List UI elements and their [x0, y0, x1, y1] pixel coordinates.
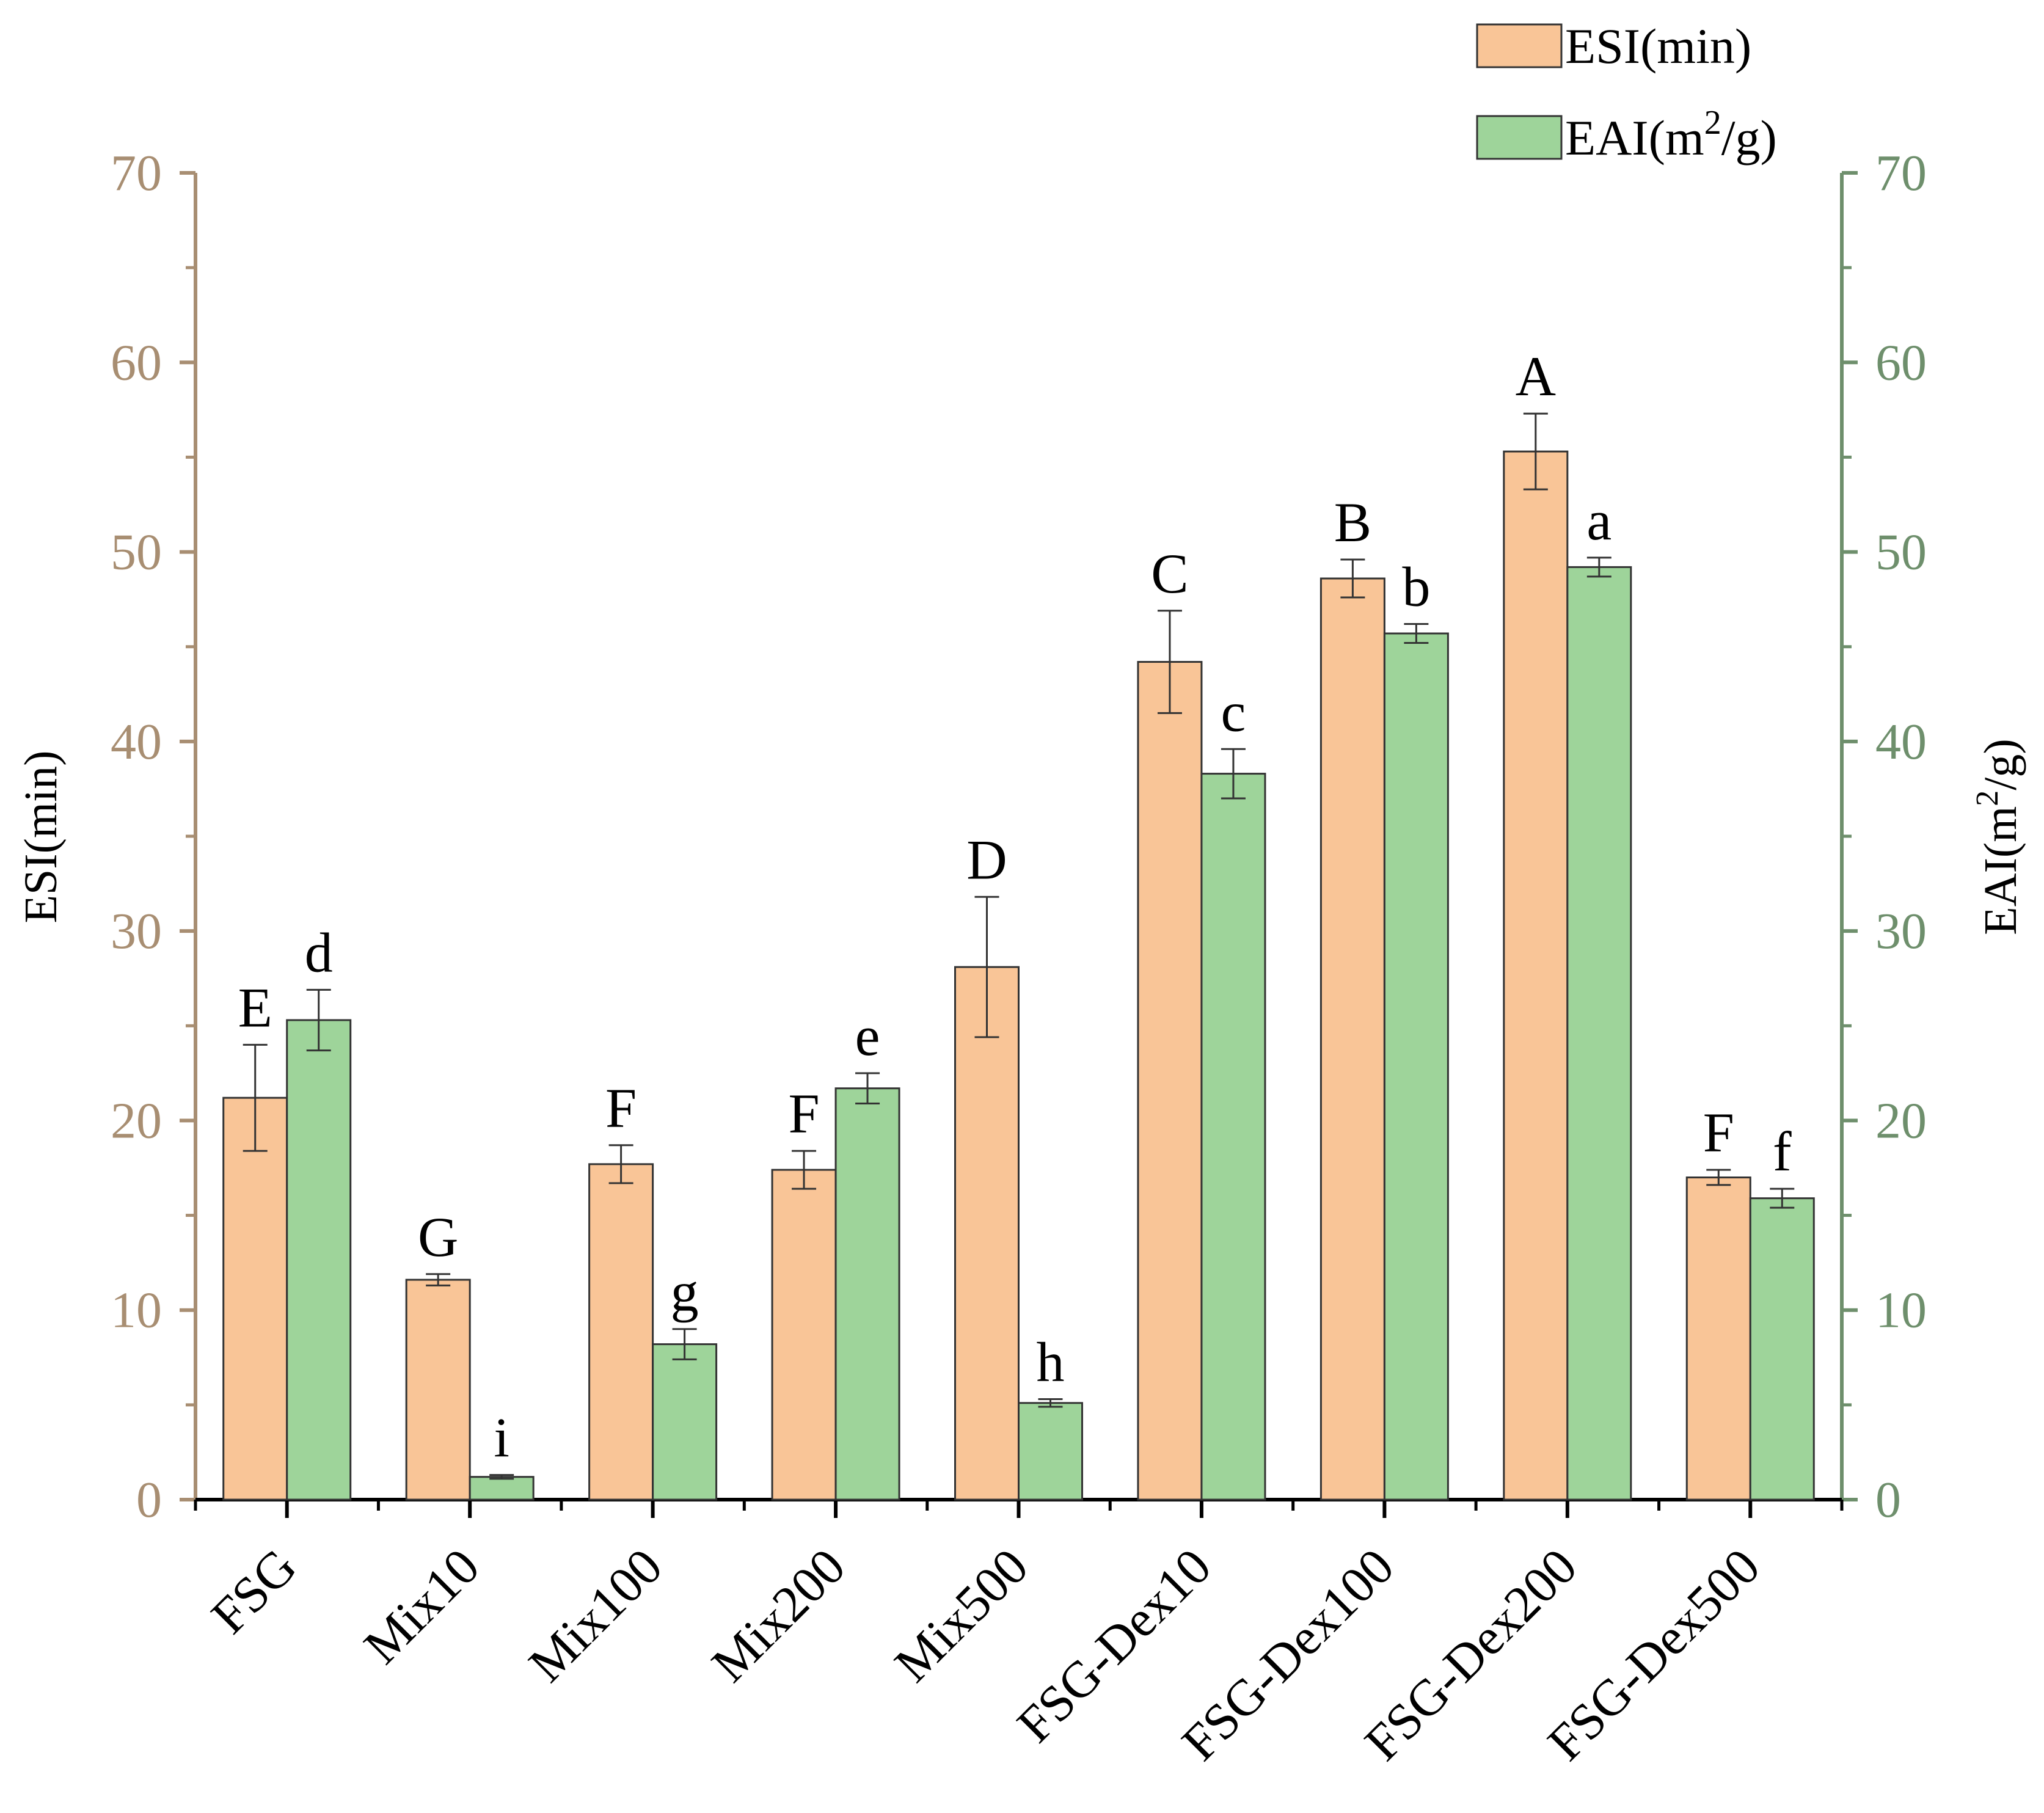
- eai-bar: [1749, 1197, 1815, 1501]
- eai-significance-letter: a: [1586, 489, 1611, 552]
- esi-significance-letter: E: [238, 976, 272, 1038]
- eai-bar: [286, 1019, 352, 1501]
- legend-swatch-eai: [1476, 115, 1563, 160]
- left-tick-label: 20: [111, 1092, 162, 1149]
- legend-label-eai-suffix: /g): [1721, 110, 1777, 166]
- esi-bar: [771, 1169, 837, 1501]
- eai-significance-letter: g: [671, 1261, 699, 1323]
- esi-significance-letter: G: [418, 1206, 458, 1268]
- eai-bar: [1018, 1402, 1083, 1501]
- right-tick-label: 60: [1875, 334, 1927, 391]
- esi-bar: [1137, 661, 1203, 1501]
- esi-significance-letter: B: [1334, 491, 1371, 553]
- eai-significance-letter: b: [1402, 555, 1430, 618]
- x-tick-label: Mix200: [701, 1538, 856, 1693]
- esi-bar: [1685, 1176, 1751, 1501]
- esi-significance-letter: D: [966, 828, 1007, 891]
- right-axis-title-suffix: /g): [1975, 739, 2026, 790]
- eai-significance-letter: f: [1773, 1120, 1792, 1183]
- left-tick-label: 10: [111, 1282, 162, 1339]
- x-tick-label: Mix100: [518, 1538, 673, 1693]
- right-tick-label: 70: [1875, 145, 1927, 202]
- eai-significance-letter: h: [1037, 1331, 1065, 1393]
- eai-significance-letter: e: [855, 1005, 880, 1067]
- esi-bar: [405, 1279, 471, 1501]
- esi-significance-letter: A: [1516, 345, 1556, 407]
- right-tick-label: 10: [1875, 1282, 1927, 1339]
- labels: E G F F D C B A Fd i g e h c b a f: [238, 345, 1792, 1469]
- left-tick-label: 70: [111, 145, 162, 202]
- left-tick-label: 60: [111, 334, 162, 391]
- esi-bar: [1503, 450, 1569, 1501]
- legend-label-eai: EAI(m2/g): [1565, 104, 1777, 166]
- legend: ESI(min) EAI(m2/g): [1476, 18, 1777, 166]
- right-axis-title-prefix: EAI(m: [1975, 806, 2026, 935]
- esi-bar: [222, 1096, 288, 1501]
- eai-bar: [469, 1476, 535, 1501]
- esi-bar: [954, 966, 1020, 1501]
- right-axis-title-sup: 2: [1970, 790, 2005, 806]
- right-tick-label: 40: [1875, 713, 1927, 770]
- x-tick-label: FSG: [200, 1538, 307, 1645]
- left-tick-label: 40: [111, 713, 162, 770]
- eai-significance-letter: i: [494, 1407, 509, 1469]
- x-axis: FSG Mix10 Mix100 Mix200 Mix500FSG-Dex10FSG-D…: [194, 1498, 1844, 1771]
- right-tick-label: 20: [1875, 1092, 1927, 1149]
- right-axis: 0 10 20 30 40 50 60 70: [1840, 145, 1927, 1528]
- bars: [222, 412, 1815, 1501]
- esi-bar: [588, 1163, 654, 1501]
- esi-significance-letter: F: [1703, 1101, 1734, 1164]
- eai-bar: [1200, 773, 1266, 1501]
- esi-bar: [1319, 577, 1385, 1501]
- eai-bar: [1566, 566, 1632, 1501]
- left-axis-title: ESI(min): [15, 751, 67, 924]
- eai-significance-letter: d: [305, 921, 333, 983]
- left-tick-label: 50: [111, 524, 162, 581]
- right-tick-label: 50: [1875, 524, 1927, 581]
- legend-swatch-esi: [1476, 23, 1563, 68]
- eai-significance-letter: c: [1221, 680, 1246, 743]
- x-tick-label: Mix10: [353, 1538, 490, 1675]
- esi-significance-letter: F: [605, 1077, 637, 1139]
- esi-significance-letter: C: [1151, 542, 1188, 605]
- legend-label-eai-sup: 2: [1704, 104, 1721, 142]
- eai-bar: [1383, 632, 1449, 1501]
- left-tick-label: 0: [136, 1472, 162, 1528]
- legend-label-eai-prefix: EAI(m: [1565, 110, 1704, 166]
- right-tick-label: 0: [1875, 1472, 1901, 1528]
- right-tick-label: 30: [1875, 903, 1927, 960]
- eai-bar: [834, 1087, 900, 1501]
- legend-label-esi: ESI(min): [1565, 18, 1751, 74]
- left-tick-label: 30: [111, 903, 162, 960]
- left-axis: 0 10 20 30 40 50 60 70: [111, 145, 197, 1528]
- esi-significance-letter: F: [788, 1082, 819, 1145]
- x-tick-label: Mix500: [884, 1538, 1039, 1693]
- eai-bar: [652, 1343, 718, 1501]
- right-axis-title: EAI(m2/g): [1970, 739, 2026, 935]
